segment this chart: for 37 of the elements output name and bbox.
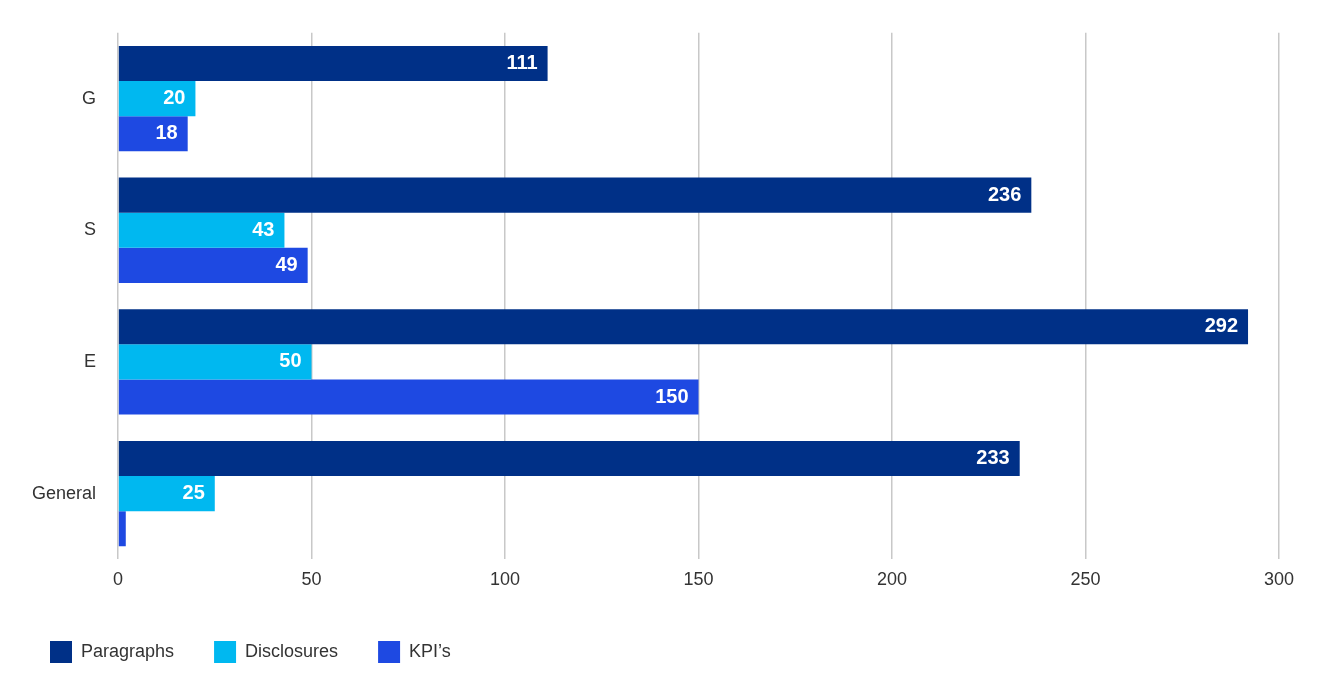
bar <box>118 177 1032 213</box>
data-label: 20 <box>163 86 186 109</box>
legend-label: Paragraphs <box>81 640 175 661</box>
x-tick-label: 250 <box>1070 569 1101 590</box>
legend-label: KPI’s <box>409 640 451 661</box>
x-tick-label: 0 <box>113 569 124 590</box>
x-tick-label: 300 <box>1263 569 1295 590</box>
data-label: 233 <box>976 445 1010 468</box>
bar <box>118 309 1249 345</box>
bar <box>118 511 126 547</box>
bar <box>118 81 196 117</box>
data-label: 50 <box>279 349 302 372</box>
x-tick-label: 50 <box>301 569 322 590</box>
bar <box>118 212 285 248</box>
bar <box>118 440 1020 477</box>
data-label: 49 <box>275 252 298 275</box>
bar <box>118 116 188 152</box>
x-tick-label: 150 <box>683 569 714 590</box>
y-tick-label: G <box>82 87 97 108</box>
bar <box>118 45 548 82</box>
x-tick-label: 100 <box>490 569 521 590</box>
bar <box>118 344 312 380</box>
bar <box>118 379 699 415</box>
y-tick-label: General <box>31 482 97 503</box>
legend-label: Disclosures <box>245 640 339 661</box>
bar <box>118 476 215 512</box>
data-label: 25 <box>182 481 205 504</box>
data-label: 292 <box>1204 314 1239 337</box>
data-label: 236 <box>987 182 1022 205</box>
x-tick-label: 200 <box>876 569 908 590</box>
data-label: 18 <box>155 121 178 144</box>
y-tick-label: E <box>84 350 97 371</box>
bar <box>118 247 308 283</box>
data-label: 111 <box>506 51 538 74</box>
data-label: 43 <box>252 217 275 240</box>
data-label: 150 <box>655 384 689 407</box>
y-tick-label: S <box>84 219 97 240</box>
